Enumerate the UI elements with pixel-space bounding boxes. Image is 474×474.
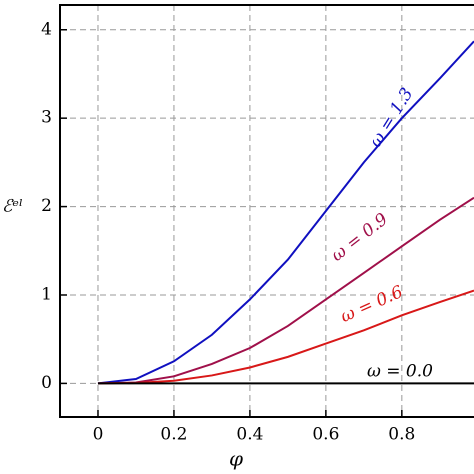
y-tick-label: 3 (41, 108, 52, 128)
line-series (97, 196, 474, 385)
series-label: ω = 0.6 (338, 282, 407, 327)
x-axis-label: φ (229, 447, 243, 471)
y-axis-label: ℰᵉˡ (2, 197, 23, 217)
x-tick-label: 0 (93, 425, 104, 445)
y-tick-label: 2 (41, 196, 52, 216)
axes-frame (59, 4, 474, 418)
x-tick-label: 0.2 (160, 425, 187, 445)
y-tick-label: 1 (41, 284, 52, 304)
series-label: ω = 0.0 (367, 362, 433, 382)
x-tick-label: 0.4 (236, 425, 263, 445)
x-tick-label: 0.6 (312, 425, 339, 445)
y-tick-label: 0 (41, 373, 52, 393)
series-label: ω = 0.9 (328, 209, 392, 265)
y-tick-label: 4 (41, 19, 52, 39)
x-tick-label: 0.8 (388, 425, 415, 445)
line-series (97, 289, 474, 385)
line-series (97, 40, 474, 385)
